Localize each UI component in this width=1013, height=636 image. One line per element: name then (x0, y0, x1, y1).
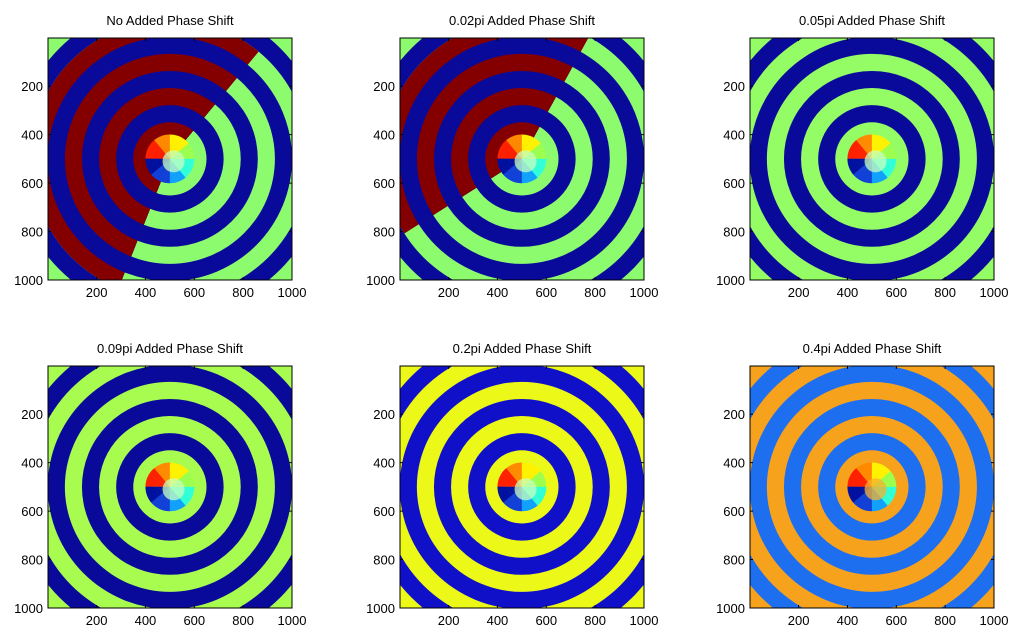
y-tick-label: 1000 (716, 601, 745, 616)
subplot-title: 0.2pi Added Phase Shift (453, 341, 592, 356)
x-tick-label: 1000 (980, 613, 1009, 628)
vortex-core (497, 462, 547, 512)
y-tick-label: 200 (373, 79, 395, 94)
y-tick-label: 400 (373, 456, 395, 471)
x-tick-label: 1000 (278, 613, 307, 628)
x-tick-label: 800 (584, 285, 606, 300)
x-tick-label: 800 (934, 613, 956, 628)
x-tick-label: 200 (438, 613, 460, 628)
y-tick-label: 600 (373, 176, 395, 191)
x-tick-label: 200 (788, 285, 810, 300)
y-tick-label: 800 (373, 553, 395, 568)
subplot-3: 0.05pi Added Phase Shift 200 400 600 800 1000… (716, 13, 1009, 300)
axes-frame (399, 37, 645, 281)
x-tick-label: 200 (788, 613, 810, 628)
phase-image (400, 38, 644, 280)
subplot-title: No Added Phase Shift (106, 13, 234, 28)
y-tick-label: 800 (723, 553, 745, 568)
vortex-center (162, 150, 185, 173)
y-tick-label: 200 (21, 79, 43, 94)
x-tick-label: 600 (183, 613, 205, 628)
x-tick-label: 200 (86, 613, 108, 628)
x-tick-label: 600 (885, 613, 907, 628)
y-tick-label: 600 (723, 504, 745, 519)
vortex-center (514, 150, 537, 173)
y-tick-label: 1000 (14, 273, 43, 288)
x-tick-label: 800 (934, 285, 956, 300)
subplot-title: 0.05pi Added Phase Shift (799, 13, 945, 28)
axes-frame (47, 365, 293, 609)
x-tick-label: 600 (535, 285, 557, 300)
x-tick-label: 400 (487, 285, 509, 300)
x-tick-label: 600 (183, 285, 205, 300)
subplot-2: 0.02pi Added Phase Shift 200 400 600 800 1000… (366, 13, 659, 300)
vortex-core (497, 134, 547, 184)
phase-image (48, 366, 292, 608)
subplot-6: 0.4pi Added Phase Shift 200 400 600 800 1000 2… (716, 341, 1009, 628)
subplot-title: 0.4pi Added Phase Shift (803, 341, 942, 356)
x-tick-label: 600 (885, 285, 907, 300)
subplot-1: No Added Phase Shift 200 400 600 800 1000 200 4… (14, 13, 307, 300)
subplot-title: 0.09pi Added Phase Shift (97, 341, 243, 356)
y-tick-label: 800 (723, 225, 745, 240)
y-tick-label: 600 (723, 176, 745, 191)
vortex-center (162, 478, 185, 501)
vortex-core (847, 462, 897, 512)
phase-image (750, 38, 994, 280)
y-tick-label: 600 (21, 504, 43, 519)
vortex-core (145, 134, 195, 184)
y-tick-label: 200 (723, 79, 745, 94)
x-tick-label: 800 (584, 613, 606, 628)
x-tick-label: 400 (837, 613, 859, 628)
phase-image (48, 38, 292, 280)
phase-image (400, 366, 644, 608)
y-tick-label: 600 (21, 176, 43, 191)
axes-frame (399, 365, 645, 609)
axes-frame (749, 37, 995, 281)
phase-image (750, 366, 994, 608)
axes-frame (47, 37, 293, 281)
y-tick-label: 800 (21, 225, 43, 240)
y-tick-label: 600 (373, 504, 395, 519)
y-tick-label: 800 (373, 225, 395, 240)
y-tick-label: 400 (723, 128, 745, 143)
x-tick-label: 1000 (278, 285, 307, 300)
y-tick-label: 800 (21, 553, 43, 568)
y-tick-label: 400 (723, 456, 745, 471)
x-tick-label: 1000 (630, 285, 659, 300)
y-tick-label: 1000 (366, 601, 395, 616)
x-tick-label: 800 (232, 285, 254, 300)
vortex-core (847, 134, 897, 184)
y-tick-label: 200 (373, 407, 395, 422)
subplot-5: 0.2pi Added Phase Shift 200 400 600 800 1000 2… (366, 341, 659, 628)
x-tick-label: 400 (135, 285, 157, 300)
y-tick-label: 400 (373, 128, 395, 143)
x-tick-label: 600 (535, 613, 557, 628)
x-tick-label: 400 (135, 613, 157, 628)
y-tick-label: 1000 (716, 273, 745, 288)
x-tick-label: 400 (837, 285, 859, 300)
y-tick-label: 200 (21, 407, 43, 422)
y-tick-label: 200 (723, 407, 745, 422)
vortex-center (864, 478, 887, 501)
x-tick-label: 200 (86, 285, 108, 300)
vortex-center (514, 478, 537, 501)
x-tick-label: 1000 (980, 285, 1009, 300)
axes-frame (749, 365, 995, 609)
x-tick-label: 400 (487, 613, 509, 628)
x-tick-label: 800 (232, 613, 254, 628)
x-tick-label: 200 (438, 285, 460, 300)
y-tick-label: 400 (21, 456, 43, 471)
vortex-core (145, 462, 195, 512)
y-tick-label: 400 (21, 128, 43, 143)
x-tick-label: 1000 (630, 613, 659, 628)
subplot-title: 0.02pi Added Phase Shift (449, 13, 595, 28)
subplot-4: 0.09pi Added Phase Shift 200 400 600 800 1000… (14, 341, 307, 628)
y-tick-label: 1000 (366, 273, 395, 288)
vortex-center (864, 150, 887, 173)
y-tick-label: 1000 (14, 601, 43, 616)
